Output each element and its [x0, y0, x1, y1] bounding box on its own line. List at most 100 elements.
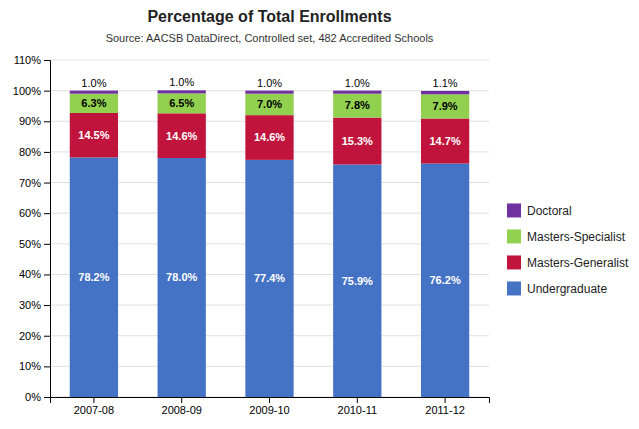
bar — [158, 90, 206, 93]
bar — [333, 91, 381, 94]
data-label: 14.7% — [429, 135, 460, 147]
tick-mark — [181, 397, 182, 403]
tick-label: 90% — [19, 115, 41, 127]
tick: 100% — [13, 85, 50, 97]
tick-label: 10% — [19, 360, 41, 372]
subtitle: Source: AACSB DataDirect, Controlled set… — [106, 32, 434, 44]
data-label: 7.8% — [345, 99, 370, 111]
tick-mark — [269, 397, 270, 403]
bar — [158, 113, 206, 158]
data-label: 1.0% — [257, 77, 282, 89]
data-label: 14.6% — [166, 130, 197, 142]
bar — [245, 115, 293, 160]
bar — [158, 93, 206, 113]
data-labels: 78.2%78.0%77.4%75.9%76.2%14.5%14.6%14.6%… — [78, 76, 461, 286]
tick: 2011-12 — [425, 397, 465, 416]
series-bars — [70, 93, 469, 118]
legend: Doctoral Masters-Specialist Masters-Genera… — [507, 203, 629, 295]
data-label: 14.6% — [254, 131, 285, 143]
data-label: 1.0% — [81, 77, 106, 89]
data-label: 6.3% — [81, 97, 106, 109]
tick-label: 2011-12 — [425, 404, 465, 416]
grid-line — [50, 60, 489, 61]
tick-mark — [44, 152, 50, 153]
tick-label: 40% — [19, 268, 41, 280]
tick-mark — [445, 397, 446, 403]
data-label: 14.5% — [78, 129, 109, 141]
legend-item: Masters-Generalist — [507, 255, 629, 269]
data-label: 75.9% — [342, 275, 373, 287]
bar — [245, 160, 293, 397]
tick: 2007-08 — [74, 397, 114, 416]
bar — [245, 91, 293, 94]
data-label: 7.0% — [257, 98, 282, 110]
tick-label: 100% — [13, 85, 41, 97]
series-labels: 78.2%78.0%77.4%75.9%76.2% — [78, 271, 461, 287]
tick-label: 50% — [19, 238, 41, 250]
legend-label: Masters-Specialist — [527, 230, 626, 244]
data-label: 7.9% — [433, 100, 458, 112]
bar — [70, 91, 118, 94]
legend-label: Doctoral — [527, 204, 572, 218]
data-label: 15.3% — [342, 135, 373, 147]
tick-label: 70% — [19, 177, 41, 189]
bars — [70, 90, 469, 397]
tick: 60% — [19, 207, 50, 219]
bar — [333, 118, 381, 165]
tick: 2009-10 — [249, 397, 289, 416]
data-label: 78.2% — [78, 271, 109, 283]
legend-item: Undergraduate — [507, 281, 607, 295]
x-axis: 2007-08 2008-09 2009-10 2010-11 2011-12 — [51, 397, 490, 416]
tick: 30% — [19, 299, 50, 311]
bar — [70, 157, 118, 397]
tick-label: 20% — [19, 330, 41, 342]
tick: 110% — [14, 54, 50, 66]
bar — [70, 113, 118, 157]
tick: 50% — [19, 238, 50, 250]
tick: 2010-11 — [338, 397, 378, 416]
tick-mark — [44, 60, 50, 61]
legend-swatch — [507, 281, 521, 295]
tick-mark — [357, 397, 358, 403]
series-bars — [70, 90, 469, 94]
axis-line — [44, 61, 51, 398]
legend-swatch — [507, 229, 521, 243]
tick: 10% — [19, 360, 50, 372]
series-labels: 6.3% 6.5% 7.0% 7.8% 7.9% — [81, 97, 457, 112]
bar — [245, 94, 293, 115]
bar — [333, 164, 381, 397]
data-label: 1.0% — [345, 77, 370, 89]
tick: 80% — [19, 146, 50, 158]
chart-svg: Percentage of Total Enrollments Source: A… — [0, 0, 639, 429]
tick-mark — [44, 274, 50, 275]
legend-label: Masters-Generalist — [527, 256, 629, 270]
bar — [421, 94, 469, 118]
tick-label: 2009-10 — [249, 404, 289, 416]
series-bars — [70, 157, 469, 397]
tick-label: 80% — [19, 146, 41, 158]
tick: 0% — [25, 391, 50, 403]
title: Percentage of Total Enrollments — [147, 8, 391, 25]
tick: 2008-09 — [162, 397, 202, 416]
tick-mark — [44, 305, 50, 306]
data-label: 76.2% — [429, 274, 460, 286]
tick: 90% — [19, 115, 50, 127]
tick-mark — [44, 366, 50, 367]
tick-label: 110% — [14, 54, 42, 66]
tick-label: 30% — [19, 299, 41, 311]
bar — [70, 94, 118, 113]
data-label: 1.1% — [433, 77, 458, 89]
tick-mark — [44, 397, 50, 398]
tick-label: 2010-11 — [338, 404, 378, 416]
legend-swatch — [507, 203, 521, 217]
tick-mark — [44, 183, 50, 184]
series-bars — [70, 113, 469, 164]
series-labels: 1.0%1.0%1.0%1.0%1.1% — [81, 76, 457, 89]
legend-swatch — [507, 255, 521, 269]
bar — [421, 91, 469, 94]
tick: 70% — [19, 177, 50, 189]
tick-mark — [44, 213, 50, 214]
data-label: 78.0% — [166, 271, 197, 283]
tick-label: 2007-08 — [74, 404, 114, 416]
data-label: 6.5% — [169, 97, 194, 109]
